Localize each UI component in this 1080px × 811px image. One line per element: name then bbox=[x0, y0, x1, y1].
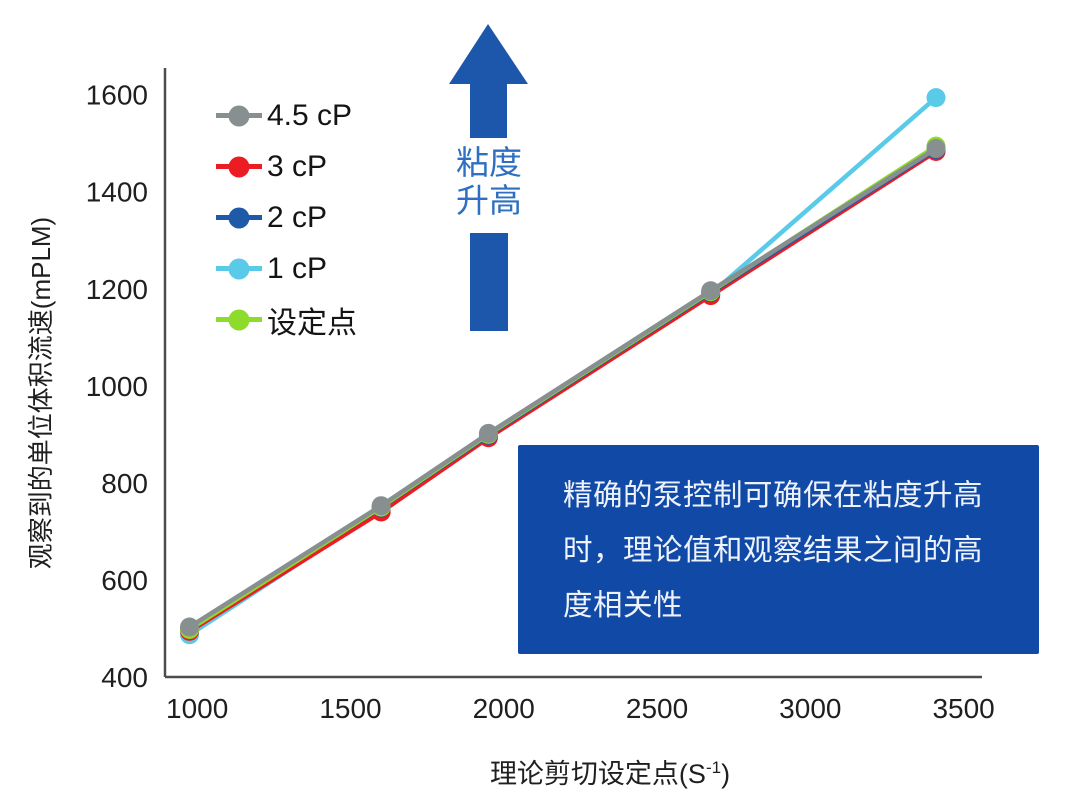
x-axis-label-superscript: -1 bbox=[705, 758, 722, 777]
legend-label: 4.5 cP bbox=[267, 98, 353, 132]
legend-label: 3 cP bbox=[267, 149, 328, 183]
legend-marker-icon bbox=[216, 105, 262, 126]
x-axis-label: 理论剪切设定点(S-1) bbox=[450, 752, 770, 791]
y-tick-label: 400 bbox=[101, 662, 148, 693]
legend-marker-icon bbox=[216, 207, 262, 228]
legend-label: 1 cP bbox=[267, 251, 328, 285]
viscosity-rise-line1: 粘度 bbox=[456, 144, 522, 181]
viscosity-rise-label: 粘度 升高 bbox=[456, 144, 522, 221]
y-tick-label: 1200 bbox=[86, 274, 148, 305]
up-arrow-icon bbox=[449, 24, 528, 138]
viscosity-rise-line2: 升高 bbox=[456, 182, 522, 220]
x-tick-label: 2000 bbox=[473, 693, 535, 724]
annotation-text: 精确的泵控制可确保在粘度升高时，理论值和观察结果之间的高度相关性 bbox=[563, 479, 984, 622]
legend-dot-icon bbox=[228, 309, 250, 330]
legend-item: 4.5 cP bbox=[216, 90, 357, 141]
legend-label: 设定点 bbox=[267, 306, 357, 340]
y-tick-label: 1400 bbox=[86, 177, 148, 208]
x-tick-label: 1000 bbox=[166, 693, 228, 724]
chart-legend: 4.5 cP 3 cP 2 cP 1 cP 设定点 bbox=[216, 90, 357, 345]
legend-dot-icon bbox=[228, 105, 250, 126]
legend-item: 设定点 bbox=[216, 294, 357, 345]
legend-item: 2 cP bbox=[216, 192, 357, 243]
series-marker-1 cP bbox=[926, 88, 946, 108]
annotation-box: 精确的泵控制可确保在粘度升高时，理论值和观察结果之间的高度相关性 bbox=[518, 445, 1039, 654]
series-marker-4.5 cP bbox=[701, 281, 721, 301]
y-tick-label: 1000 bbox=[86, 371, 148, 402]
legend-label: 2 cP bbox=[267, 200, 328, 234]
x-axis-label-close-paren: ) bbox=[721, 759, 731, 789]
x-tick-label: 3500 bbox=[932, 693, 994, 724]
y-tick-label: 1600 bbox=[86, 80, 148, 111]
x-tick-label: 2500 bbox=[626, 693, 688, 724]
legend-dot-icon bbox=[228, 258, 250, 279]
legend-dot-icon bbox=[228, 156, 250, 177]
legend-marker-icon bbox=[216, 258, 262, 279]
series-marker-4.5 cP bbox=[180, 617, 200, 637]
legend-item: 3 cP bbox=[216, 141, 357, 192]
x-axis-label-text: 理论剪切设定点(S bbox=[489, 759, 706, 789]
viscosity-arrow-annotation: 粘度 升高 bbox=[441, 20, 537, 331]
legend-marker-icon bbox=[216, 309, 262, 330]
y-tick-label: 600 bbox=[101, 565, 148, 596]
series-marker-4.5 cP bbox=[926, 139, 946, 159]
x-tick-label: 1500 bbox=[319, 693, 381, 724]
up-arrow-head bbox=[449, 24, 528, 138]
x-tick-label: 3000 bbox=[779, 693, 841, 724]
legend-item: 1 cP bbox=[216, 243, 357, 294]
up-arrow-shaft bbox=[470, 232, 508, 331]
y-tick-label: 800 bbox=[101, 468, 148, 499]
y-axis-label: 观察到的单位体积流速(mPLM) bbox=[26, 216, 56, 570]
legend-marker-icon bbox=[216, 156, 262, 177]
series-marker-4.5 cP bbox=[478, 423, 498, 443]
series-marker-4.5 cP bbox=[371, 496, 391, 516]
legend-dot-icon bbox=[228, 207, 250, 228]
